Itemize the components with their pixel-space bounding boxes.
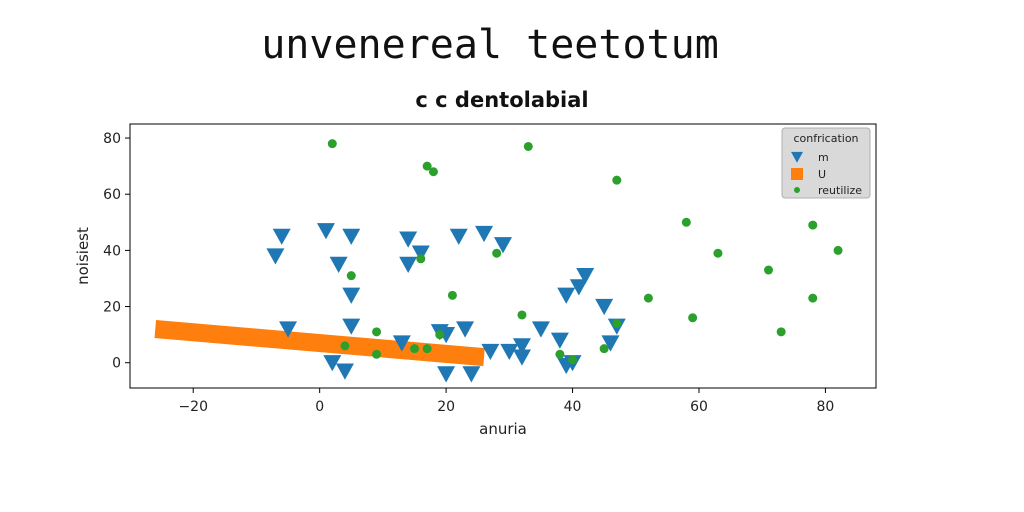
series-reutilize-point <box>523 141 533 151</box>
series-m-point <box>316 223 335 240</box>
series-reutilize-point <box>612 175 622 185</box>
x-axis-label: anuria <box>479 420 527 438</box>
series-m-point <box>411 245 430 262</box>
series-m-point <box>569 279 588 296</box>
series-m-point <box>512 338 531 355</box>
series-m-point <box>272 228 291 245</box>
series-reutilize-point <box>422 344 432 354</box>
series-m-point <box>392 335 411 352</box>
series-reutilize-point <box>492 248 502 258</box>
series-reutilize-point <box>555 349 565 359</box>
series-reutilize-point <box>346 271 356 281</box>
series-m-point <box>266 248 285 265</box>
series-reutilize-point <box>435 330 445 340</box>
series-reutilize-point <box>764 265 774 275</box>
series-reutilize-point <box>409 344 419 354</box>
legend-label: reutilize <box>818 184 862 197</box>
series-m-point <box>601 335 620 352</box>
series-m-point <box>449 228 468 245</box>
series-reutilize-point <box>612 318 622 328</box>
series-m-point <box>576 268 595 285</box>
series-reutilize-point <box>599 344 609 354</box>
legend-marker-m <box>791 151 803 163</box>
series-m-point <box>335 363 354 380</box>
series-m-point <box>342 318 361 335</box>
x-tick-label: 60 <box>690 399 708 415</box>
series-m-point <box>329 256 348 273</box>
series-m-point <box>595 298 614 316</box>
series-reutilize-point <box>688 313 698 323</box>
series-reutilize-point <box>808 293 818 303</box>
chart-title: c c dentolabial <box>415 88 589 112</box>
legend-box <box>781 127 871 199</box>
series-m-point <box>475 225 494 243</box>
series-reutilize-point <box>327 139 337 149</box>
y-tick-label: 0 <box>112 356 121 372</box>
x-tick-label: 20 <box>437 399 455 415</box>
series-m-point <box>531 321 550 338</box>
series-m-point <box>323 355 342 372</box>
y-tick-label: 80 <box>103 131 121 147</box>
series-m-point <box>342 287 361 304</box>
series-m-point <box>550 332 569 349</box>
y-tick-label: 20 <box>103 300 121 316</box>
series-reutilize-point <box>416 254 426 264</box>
series-reutilize-point <box>422 161 432 171</box>
x-tick-label: 40 <box>564 399 582 415</box>
series-m-point <box>557 287 576 304</box>
series-m-point <box>399 231 418 248</box>
series-reutilize-point <box>340 341 350 351</box>
series-reutilize-point <box>428 167 438 177</box>
x-tick-label: 80 <box>817 399 835 415</box>
series-m-point <box>279 321 298 338</box>
legend-label: U <box>818 168 826 181</box>
series-m-point <box>456 321 475 338</box>
series-reutilize-point <box>643 293 653 303</box>
legend-marker-reutilize <box>794 187 800 193</box>
legend-label: m <box>818 151 829 164</box>
series-m-point <box>494 237 512 254</box>
chart-suptitle: unvenereal teetotum <box>261 22 719 68</box>
series-m-point <box>399 256 418 273</box>
series-reutilize-point <box>372 349 382 359</box>
series-m-point <box>512 349 531 366</box>
legend-title: confrication <box>793 132 858 145</box>
y-axis-label: noisiest <box>74 227 92 285</box>
series-m-point <box>342 228 361 245</box>
y-tick-label: 60 <box>103 187 121 203</box>
series-reutilize-point <box>808 220 818 230</box>
x-tick-label: 0 <box>315 399 324 415</box>
series-reutilize-point <box>517 310 527 320</box>
series-reutilize-point <box>681 217 691 227</box>
legend-marker-u <box>791 168 803 180</box>
series-m-point <box>462 366 481 383</box>
series-reutilize-point <box>833 245 843 255</box>
y-tick-label: 40 <box>103 243 121 259</box>
series-reutilize-point <box>372 327 382 337</box>
series-reutilize-point <box>776 327 786 337</box>
series-m-point <box>481 343 500 361</box>
series-m-point <box>437 366 456 383</box>
series-reutilize-point <box>568 355 578 365</box>
series-m-point <box>500 343 519 361</box>
x-tick-label: −20 <box>178 399 208 415</box>
series-reutilize-point <box>713 248 723 258</box>
series-reutilize-point <box>447 290 457 300</box>
